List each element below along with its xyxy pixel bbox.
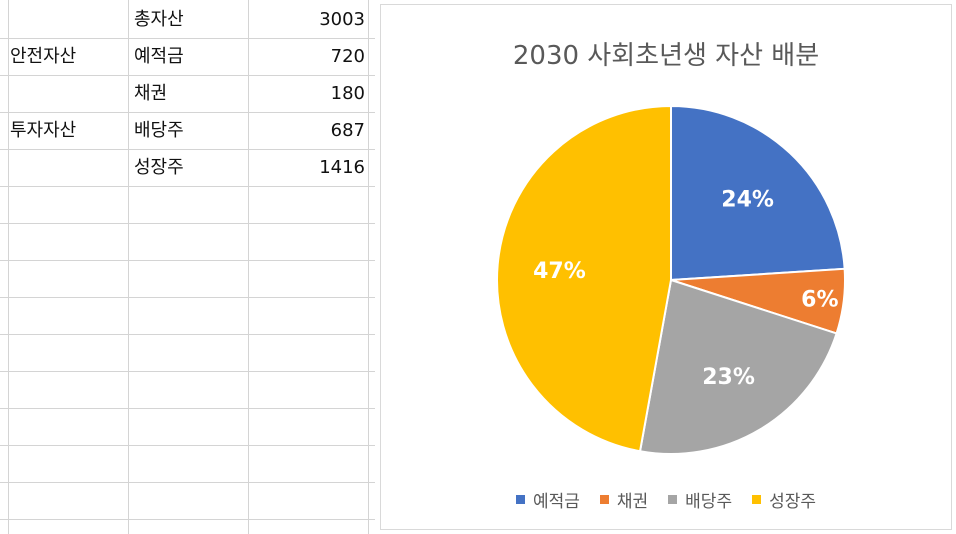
- cell-value-total[interactable]: 3003: [319, 9, 365, 30]
- data-label-growth: 47%: [533, 259, 586, 284]
- pie-slice-growth[interactable]: [496, 104, 672, 453]
- legend-item-deposit: 예적금: [515, 487, 580, 512]
- pie-slice-dividend[interactable]: [638, 278, 838, 455]
- cell-item-growth[interactable]: 성장주: [134, 157, 184, 178]
- cell-value-dividend[interactable]: 687: [330, 120, 365, 141]
- cell-item-deposit[interactable]: 예적금: [134, 46, 184, 67]
- cell-value-bond[interactable]: 180: [330, 83, 365, 104]
- cell-item-total[interactable]: 총자산: [134, 9, 184, 30]
- cell-category-invest[interactable]: 투자자산: [10, 120, 77, 141]
- legend-swatch: [515, 495, 525, 504]
- legend-swatch: [752, 495, 762, 504]
- legend-swatch: [668, 495, 678, 504]
- chart-legend: 예적금 채권 배당주 성장주: [381, 487, 951, 512]
- legend-swatch: [599, 495, 609, 504]
- cell-item-bond[interactable]: 채권: [134, 83, 168, 104]
- legend-item-dividend: 배당주: [668, 487, 732, 512]
- cell-value-deposit[interactable]: 720: [330, 46, 365, 67]
- data-label-dividend: 23%: [702, 365, 755, 390]
- legend-label: 예적금: [532, 492, 580, 512]
- cell-item-dividend[interactable]: 배당주: [134, 120, 184, 141]
- legend-item-bond: 채권: [599, 487, 649, 512]
- pie-plot-area[interactable]: 24% 6% 23% 47%: [381, 5, 953, 531]
- cell-value-growth[interactable]: 1416: [319, 157, 365, 178]
- legend-label: 배당주: [685, 492, 733, 512]
- legend-label: 채권: [616, 492, 649, 512]
- chart-title: 2030 사회초년생 자산 배분: [512, 41, 820, 71]
- legend-item-growth: 성장주: [752, 487, 816, 512]
- legend-label: 성장주: [769, 492, 817, 512]
- cell-category-safe[interactable]: 안전자산: [10, 46, 77, 67]
- data-label-deposit: 24%: [721, 187, 774, 212]
- spreadsheet-grid[interactable]: 총자산 3003 안전자산 예적금 720 채권 180 투자자산 배당주 68…: [0, 0, 375, 534]
- data-label-bond: 6%: [801, 288, 838, 313]
- pie-chart[interactable]: 2030 사회초년생 자산 배분 24% 6% 23% 47% 예적금 채권 배당주 성장주: [380, 4, 952, 530]
- pie-slice-deposit[interactable]: [670, 104, 846, 282]
